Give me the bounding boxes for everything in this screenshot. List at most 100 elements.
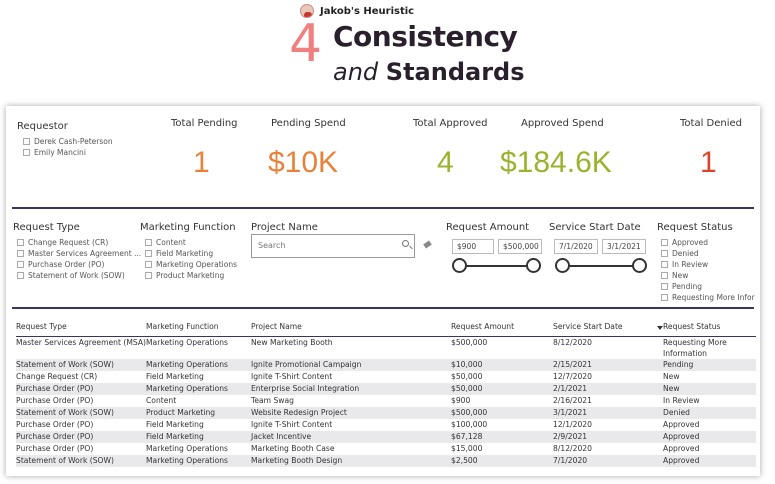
kpi-value-approved-spend: $184.6K <box>500 146 612 179</box>
request-status-option[interactable]: Approved <box>661 237 756 248</box>
column-header[interactable]: Project Name <box>251 317 451 337</box>
date-slider-max-handle[interactable] <box>632 258 647 273</box>
table-row[interactable]: Purchase Order (PO) Field Marketing Jacket… <box>16 431 756 444</box>
requestor-option[interactable]: Derek Cash-Peterson <box>23 136 113 147</box>
option-label: Purchase Order (PO) <box>28 260 105 269</box>
marketing-function-option[interactable]: Marketing Operations <box>145 259 237 270</box>
checkbox[interactable] <box>17 272 24 279</box>
checkbox[interactable] <box>17 239 24 246</box>
page-title: Consistency <box>333 20 518 53</box>
amount-max-input[interactable]: $500,000 <box>498 239 542 254</box>
option-label: In Review <box>672 260 709 269</box>
checkbox[interactable] <box>661 283 668 290</box>
marketing-function-option[interactable]: Product Marketing <box>145 270 237 281</box>
requests-table: Request Type Marketing Function Project … <box>16 317 756 468</box>
marketing-function-option[interactable]: Content <box>145 237 237 248</box>
checkbox[interactable] <box>661 261 668 268</box>
checkbox[interactable] <box>661 239 668 246</box>
table-cell: Field Marketing <box>146 431 251 444</box>
project-search-input[interactable]: Search <box>251 234 415 258</box>
request-type-option[interactable]: Purchase Order (PO) <box>17 259 141 270</box>
table-row[interactable]: Statement of Work (SOW) Product Marketing… <box>16 406 756 419</box>
eraser-icon[interactable] <box>423 240 432 249</box>
request-type-option[interactable]: Statement of Work (SOW) <box>17 270 141 281</box>
table-cell: $50,000 <box>451 371 483 381</box>
checkbox[interactable] <box>17 261 24 268</box>
date-min-input[interactable]: 7/1/2020 <box>554 239 598 254</box>
table-row[interactable]: Purchase Order (PO) Marketing Operations E… <box>16 382 756 395</box>
amount-slider-min-handle[interactable] <box>452 258 467 273</box>
table-cell: New <box>663 371 680 381</box>
table-row[interactable]: Statement of Work (SOW) Marketing Operati… <box>16 455 756 468</box>
table-cell: Marketing Operations <box>146 337 229 347</box>
checkbox[interactable] <box>23 138 30 145</box>
request-status-option[interactable]: Denied <box>661 248 756 259</box>
search-placeholder: Search <box>258 241 286 250</box>
marketing-function-option[interactable]: Field Marketing <box>145 248 237 259</box>
request-status-option[interactable]: In Review <box>661 259 756 270</box>
table-cell: Marketing Operations <box>146 444 229 454</box>
table-row[interactable]: Master Services Agreement (MSA) Marketing… <box>16 336 756 359</box>
table-cell: Content <box>146 395 177 405</box>
avatar <box>300 4 314 18</box>
kpi-label-total-pending: Total Pending <box>171 118 238 129</box>
request-status-option[interactable]: Pending <box>661 281 756 292</box>
checkbox[interactable] <box>661 250 668 257</box>
table-cell: Approved <box>663 455 756 468</box>
table-cell: Jacket Incentive <box>251 431 451 444</box>
table-row[interactable]: Purchase Order (PO) Content Team Swag $900 2… <box>16 395 756 407</box>
table-header-row: Request Type Marketing Function Project … <box>16 317 756 337</box>
amount-min-input[interactable]: $900 <box>452 239 494 254</box>
checkbox[interactable] <box>17 250 24 257</box>
table-cell: 12/1/2020 <box>553 419 592 429</box>
request-type-option[interactable]: Change Request (CR) <box>17 237 141 248</box>
column-header[interactable]: Service Start Date <box>553 317 663 337</box>
request-amount-label: Request Amount <box>446 222 530 233</box>
table-row[interactable]: Purchase Order (PO) Field Marketing Ignite… <box>16 419 756 431</box>
table-cell: $100,000 <box>451 419 488 429</box>
checkbox[interactable] <box>661 294 668 301</box>
checkbox[interactable] <box>145 261 152 268</box>
checkbox[interactable] <box>145 272 152 279</box>
kpi-label-total-denied: Total Denied <box>680 118 743 129</box>
request-status-option[interactable]: Requesting More Infor <box>661 292 756 303</box>
column-header[interactable]: Request Amount <box>451 317 553 337</box>
table-cell: Ignite T-Shirt Content <box>251 419 333 429</box>
table-row[interactable]: Change Request (CR) Field Marketing Ignite… <box>16 371 756 383</box>
table-row[interactable]: Statement of Work (SOW) Marketing Operati… <box>16 358 756 371</box>
table-cell: Ignite Promotional Campaign <box>251 358 451 371</box>
column-header[interactable]: Request Status <box>663 317 756 337</box>
request-status-option[interactable]: New <box>661 270 756 281</box>
option-label: Emily Mancini <box>34 148 86 157</box>
table-cell: 8/12/2020 <box>553 444 592 454</box>
date-slider-track[interactable] <box>563 265 639 267</box>
option-label: Change Request (CR) <box>28 238 109 247</box>
table-cell: Purchase Order (PO) <box>16 431 146 444</box>
checkbox[interactable] <box>23 149 30 156</box>
option-label: Marketing Operations <box>156 260 237 269</box>
amount-slider-max-handle[interactable] <box>526 258 541 273</box>
table-cell: 7/1/2020 <box>553 455 663 468</box>
column-header[interactable]: Request Type <box>16 317 146 337</box>
requestor-option[interactable]: Emily Mancini <box>23 147 113 158</box>
column-header[interactable]: Marketing Function <box>146 317 251 337</box>
table-cell: Purchase Order (PO) <box>16 382 146 395</box>
checkbox[interactable] <box>145 239 152 246</box>
table-cell: Purchase Order (PO) <box>16 444 94 454</box>
date-max-input[interactable]: 3/1/2021 <box>602 239 646 254</box>
option-label: Content <box>156 238 186 247</box>
table-cell: Denied <box>663 406 756 419</box>
project-name-label: Project Name <box>251 222 318 233</box>
table-cell: Purchase Order (PO) <box>16 395 94 405</box>
page-subtitle: and Standards <box>333 58 525 86</box>
request-type-option[interactable]: Master Services Agreement ... <box>17 248 141 259</box>
table-row[interactable]: Purchase Order (PO) Marketing Operations M… <box>16 443 756 455</box>
table-cell: 8/12/2020 <box>553 337 592 347</box>
checkbox[interactable] <box>145 250 152 257</box>
date-slider-min-handle[interactable] <box>555 258 570 273</box>
checkbox[interactable] <box>661 272 668 279</box>
table-cell: New Marketing Booth <box>251 337 333 347</box>
table-cell: Field Marketing <box>146 371 204 381</box>
search-icon[interactable] <box>402 240 409 247</box>
amount-slider-track[interactable] <box>461 265 535 267</box>
